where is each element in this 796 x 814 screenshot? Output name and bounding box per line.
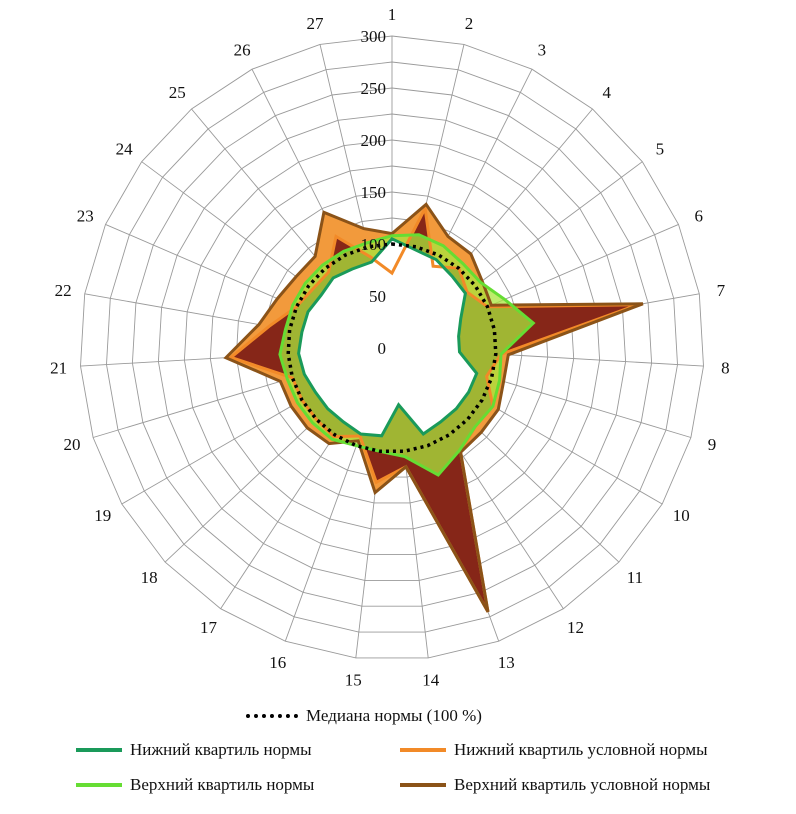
legend-median-label: Медиана нормы (100 %) — [306, 706, 482, 725]
legend: Медиана нормы (100 %) Нижний квартиль но… — [0, 700, 796, 814]
series-line-2 — [297, 236, 479, 438]
series-line-4 — [228, 203, 639, 613]
legend-lower-cond: Нижний квартиль условной нормы — [400, 740, 708, 760]
category-label: 14 — [422, 671, 440, 690]
category-label: 13 — [498, 653, 515, 672]
series-line-5 — [223, 202, 644, 613]
category-label: 20 — [64, 435, 81, 454]
category-labels: 1 234567891011121314151617181920212223242… — [50, 5, 730, 690]
category-label: 7 — [717, 281, 726, 300]
lower-norm-fill — [298, 238, 477, 436]
legend-upper-norm: Верхний квартиль нормы — [76, 775, 314, 795]
legend-upper-cond-label: Верхний квартиль условной нормы — [454, 775, 711, 794]
legend-upper-norm-swatch — [76, 783, 122, 787]
category-label: 24 — [116, 140, 134, 159]
radial-tick-label: 100 — [361, 235, 387, 254]
category-label: 10 — [673, 506, 690, 525]
legend-median: Медиана нормы (100 %) — [246, 706, 482, 726]
radial-tick-label: 300 — [361, 27, 387, 46]
legend-upper-cond-swatch — [400, 783, 446, 787]
category-label: 22 — [55, 281, 72, 300]
legend-lower-norm: Нижний квартиль нормы — [76, 740, 312, 760]
category-label: 11 — [627, 568, 643, 587]
category-label: 3 — [538, 41, 547, 60]
legend-median-swatch — [246, 714, 298, 718]
category-label: 26 — [234, 41, 251, 60]
legend-lower-cond-swatch — [400, 748, 446, 752]
legend-lower-cond-label: Нижний квартиль условной нормы — [454, 740, 708, 759]
radial-tick-label: 150 — [361, 183, 387, 202]
category-label: 19 — [94, 506, 111, 525]
grid-ring — [106, 61, 678, 633]
legend-lower-norm-swatch — [76, 748, 122, 752]
category-label: 4 — [602, 83, 611, 102]
grid-ring — [183, 139, 601, 556]
radial-tick-label: 50 — [369, 287, 386, 306]
category-label: 16 — [269, 653, 286, 672]
radial-tick-label: 250 — [361, 79, 387, 98]
category-label: 5 — [656, 140, 665, 159]
category-label: 15 — [345, 671, 362, 690]
category-label: 2 — [465, 14, 474, 33]
category-label: 18 — [141, 568, 158, 587]
legend-upper-cond: Верхний квартиль условной нормы — [400, 775, 710, 795]
radial-tick-labels: 0 50 100 150 200 250 300 — [361, 27, 387, 358]
grid-ring — [235, 191, 549, 504]
grid-ring — [209, 165, 575, 530]
category-label: 9 — [708, 435, 717, 454]
grid-ring — [131, 87, 653, 607]
category-label: 21 — [50, 358, 67, 377]
series-line-3 — [278, 233, 536, 477]
category-label: 17 — [200, 618, 218, 637]
category-label: 25 — [169, 83, 186, 102]
grid-ring — [157, 113, 627, 581]
radial-tick-label: 200 — [361, 131, 387, 150]
category-label: 12 — [567, 618, 584, 637]
category-label: 27 — [307, 14, 325, 33]
category-label: 8 — [721, 358, 730, 377]
legend-lower-norm-label: Нижний квартиль нормы — [130, 740, 312, 759]
category-label: 23 — [77, 207, 94, 226]
legend-upper-norm-label: Верхний квартиль нормы — [130, 775, 315, 794]
category-label: 6 — [694, 207, 703, 226]
radial-tick-label: 0 — [378, 339, 387, 358]
grid-ring — [80, 35, 704, 659]
category-label: 1 — [388, 5, 397, 24]
series-lines — [223, 202, 644, 613]
